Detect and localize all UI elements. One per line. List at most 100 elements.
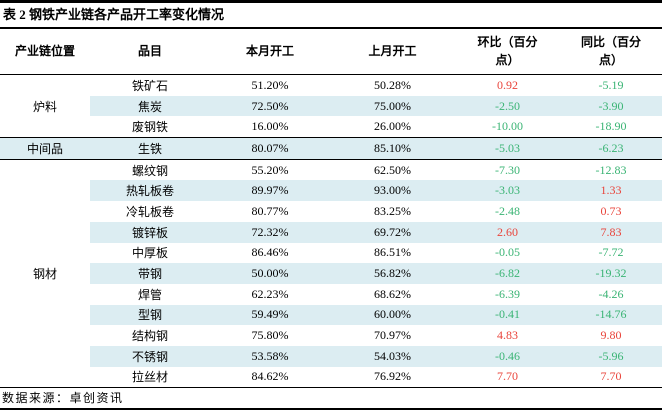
table-row: 钢材 螺纹钢 55.20% 62.50% -7.30 -12.83 <box>0 159 662 389</box>
current-month-cell: 62.23% <box>251 286 289 301</box>
mom-change-cell: 7.70 <box>455 366 560 389</box>
previous-month-cell: 70.97% <box>374 328 411 343</box>
previous-month-cell: 62.50% <box>374 162 411 177</box>
yoy-change-cell: 7.83 <box>560 221 662 243</box>
yoy-change-cell: -5.19 <box>598 77 624 92</box>
current-month-cell: 72.50% <box>210 95 330 117</box>
current-month-cell: 72.32% <box>210 221 330 243</box>
mom-change-cell: -5.03 <box>455 137 560 160</box>
mom-change-cell: -7.30 <box>495 162 520 177</box>
col-header-yoy-change: 同比（百分点） <box>560 29 662 75</box>
current-month-cell: 75.80% <box>251 328 289 343</box>
previous-month-cell: 50.28% <box>374 77 411 92</box>
previous-month-cell: 75.00% <box>330 95 455 117</box>
yoy-change-cell: -4.26 <box>598 286 624 301</box>
col-header-current-month: 本月开工 <box>210 29 330 75</box>
steel-operating-rate-table: 产业链位置 品目 本月开工 上月开工 环比（百分点） 同比（百分点） 炉料 铁矿石… <box>0 29 662 389</box>
col-header-item: 品目 <box>90 29 210 75</box>
table-row: 焊管 62.23% 68.62% -6.39 -4.26 <box>0 284 662 305</box>
item-cell: 焦炭 <box>90 95 210 117</box>
table-row: 炉料 铁矿石 51.20% 50.28% 0.92 -5.19 <box>0 74 662 139</box>
mom-change-cell: 4.83 <box>497 328 518 343</box>
item-cell: 生铁 <box>90 137 210 160</box>
table-row: 中厚板 86.46% 86.51% -0.05 -7.72 <box>0 243 662 264</box>
item-cell: 废钢铁 <box>90 116 210 139</box>
table-body: 炉料 铁矿石 51.20% 50.28% 0.92 -5.19 焦炭 72.50% 75.00%… <box>0 74 662 389</box>
table-row: 热轧板卷 89.97% 93.00% -3.03 1.33 <box>0 180 662 202</box>
yoy-change-cell: -18.90 <box>560 116 662 139</box>
table-row: 冷轧板卷 80.77% 83.25% -2.48 0.73 <box>0 201 662 222</box>
item-cell: 型钢 <box>90 304 210 326</box>
current-month-cell: 16.00% <box>210 116 330 139</box>
current-month-cell: 50.00% <box>210 263 330 284</box>
previous-month-cell: 54.03% <box>330 345 455 367</box>
previous-month-cell: 76.92% <box>330 366 455 389</box>
yoy-change-cell: 0.73 <box>600 203 622 218</box>
col-header-previous-month: 上月开工 <box>330 29 455 75</box>
table-row: 不锈钢 53.58% 54.03% -0.46 -5.96 <box>0 345 662 367</box>
mom-change-cell: 0.92 <box>497 77 518 92</box>
item-cell: 热轧板卷 <box>90 180 210 202</box>
mom-change-cell: -0.41 <box>455 304 560 326</box>
current-month-cell: 84.62% <box>210 366 330 389</box>
previous-month-cell: 56.82% <box>330 263 455 284</box>
yoy-change-cell: -12.83 <box>595 162 627 177</box>
chain-position-cell: 炉料 <box>0 74 90 139</box>
item-cell: 螺纹钢 <box>131 163 168 178</box>
yoy-change-cell: -6.23 <box>560 137 662 160</box>
item-cell: 结构钢 <box>131 329 168 344</box>
header-row: 产业链位置 品目 本月开工 上月开工 环比（百分点） 同比（百分点） <box>0 29 662 75</box>
mom-change-cell: -6.82 <box>455 263 560 284</box>
mom-change-cell: -10.00 <box>455 116 560 139</box>
table-row: 镀锌板 72.32% 69.72% 2.60 7.83 <box>0 221 662 243</box>
current-month-cell: 59.49% <box>210 304 330 326</box>
chain-position-cell: 中间品 <box>0 137 90 160</box>
previous-month-cell: 69.72% <box>330 221 455 243</box>
current-month-cell: 51.20% <box>251 77 289 92</box>
table-row: 型钢 59.49% 60.00% -0.41 -14.76 <box>0 304 662 326</box>
item-cell: 冷轧板卷 <box>125 204 174 219</box>
yoy-change-cell: 9.80 <box>600 328 622 343</box>
table-row: 焦炭 72.50% 75.00% -2.50 -3.90 <box>0 95 662 117</box>
previous-month-cell: 26.00% <box>330 116 455 139</box>
current-month-cell: 86.46% <box>251 245 289 260</box>
mom-change-cell: -2.50 <box>455 95 560 117</box>
table-title: 表 2 钢铁产业链各产品开工率变化情况 <box>0 0 662 29</box>
previous-month-cell: 68.62% <box>374 286 411 301</box>
table-header: 产业链位置 品目 本月开工 上月开工 环比（百分点） 同比（百分点） <box>0 29 662 75</box>
yoy-change-cell: 7.70 <box>560 366 662 389</box>
yoy-change-cell: -14.76 <box>560 304 662 326</box>
yoy-change-cell: -19.32 <box>560 263 662 284</box>
item-cell: 不锈钢 <box>90 345 210 367</box>
table-row: 带钢 50.00% 56.82% -6.82 -19.32 <box>0 263 662 284</box>
current-month-cell: 80.77% <box>251 203 289 218</box>
previous-month-cell: 93.00% <box>330 180 455 202</box>
yoy-change-cell: -5.96 <box>560 345 662 367</box>
current-month-cell: 89.97% <box>210 180 330 202</box>
previous-month-cell: 83.25% <box>374 203 411 218</box>
yoy-change-cell: 1.33 <box>560 180 662 202</box>
item-cell: 中厚板 <box>131 246 168 261</box>
data-source: 数据来源：卓创资讯 <box>0 388 662 411</box>
table-row: 废钢铁 16.00% 26.00% -10.00 -18.90 <box>0 116 662 139</box>
mom-change-cell: -0.46 <box>455 345 560 367</box>
col-header-chain-position: 产业链位置 <box>0 29 90 75</box>
item-cell: 带钢 <box>90 263 210 284</box>
table-row: 中间品 生铁 80.07% 85.10% -5.03 -6.23 <box>0 137 662 160</box>
table-row: 结构钢 75.80% 70.97% 4.83 9.80 <box>0 325 662 346</box>
mom-change-cell: -6.39 <box>495 286 520 301</box>
previous-month-cell: 60.00% <box>330 304 455 326</box>
mom-change-cell: -0.05 <box>495 245 520 260</box>
previous-month-cell: 85.10% <box>330 137 455 160</box>
chain-position-cell: 钢材 <box>0 159 90 389</box>
current-month-cell: 53.58% <box>210 345 330 367</box>
current-month-cell: 80.07% <box>210 137 330 160</box>
table-row: 拉丝材 84.62% 76.92% 7.70 7.70 <box>0 366 662 389</box>
previous-month-cell: 86.51% <box>374 245 411 260</box>
item-cell: 拉丝材 <box>90 366 210 389</box>
mom-change-cell: -3.03 <box>455 180 560 202</box>
col-header-mom-change: 环比（百分点） <box>455 29 560 75</box>
item-cell: 铁矿石 <box>131 78 168 93</box>
yoy-change-cell: -7.72 <box>598 245 624 260</box>
